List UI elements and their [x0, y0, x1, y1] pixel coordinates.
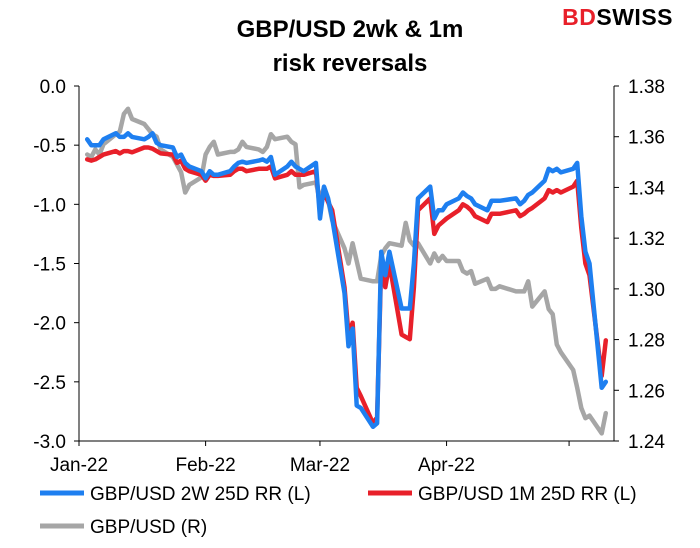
- y-right-tick-label: 1.30: [628, 280, 665, 301]
- series-line-1: [84, 131, 609, 430]
- y-right-tick-label: 1.24: [628, 432, 665, 453]
- y-right-tick-label: 1.34: [628, 178, 665, 199]
- y-left-tick-label: -1.5: [33, 255, 66, 276]
- logo-bd: BD: [562, 4, 597, 30]
- y-left-tick-label: -2.0: [33, 314, 66, 335]
- logo-swiss: SWISS: [596, 4, 673, 30]
- y-left-tick-label: -3.0: [33, 432, 66, 453]
- chart-title-line-1: GBP/USD 2wk & 1m: [236, 16, 464, 43]
- x-tick-label: Apr-22: [418, 455, 475, 476]
- y-left-tick-label: -1.0: [33, 195, 66, 216]
- y-right-tick-label: 1.36: [628, 128, 665, 149]
- x-tick-label: Feb-22: [176, 455, 236, 476]
- x-tick-label: Mar-22: [290, 455, 350, 476]
- series-line-3: [84, 106, 609, 436]
- legend-label-1: GBP/USD 2W 25D RR (L): [90, 484, 311, 505]
- legend-label-2: GBP/USD 1M 25D RR (L): [418, 484, 637, 505]
- y-left-tick-label: 0.0: [40, 77, 66, 98]
- bdswiss-logo: BDSWISS: [562, 4, 673, 31]
- x-tick-label: Jan-22: [50, 455, 108, 476]
- y-left-tick-label: -0.5: [33, 136, 66, 157]
- legend-label-3: GBP/USD (R): [90, 517, 207, 538]
- y-right-tick-label: 1.28: [628, 331, 665, 352]
- y-left-tick-label: -2.5: [33, 373, 66, 394]
- y-right-tick-label: 1.32: [628, 229, 665, 250]
- y-right-tick-label: 1.38: [628, 77, 665, 98]
- chart-title-line-2: risk reversals: [272, 50, 428, 77]
- y-right-tick-label: 1.26: [628, 381, 665, 402]
